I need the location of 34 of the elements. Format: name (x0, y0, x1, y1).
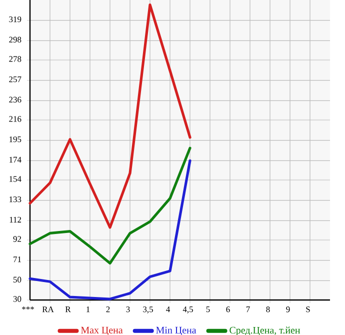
x-tick-label: 4,5 (182, 306, 193, 314)
legend-label: Max Цена (81, 326, 123, 335)
y-tick-label: 236 (9, 96, 22, 102)
x-tick-label: 4 (166, 306, 170, 312)
line-series (28, 159, 192, 300)
x-tick-label: R (65, 306, 71, 312)
x-tick-label: *** (22, 306, 34, 310)
y-tick-label: 112 (10, 216, 22, 222)
y-tick-label: 30 (13, 296, 22, 302)
line-series (28, 146, 192, 265)
y-tick-label: 257 (9, 76, 22, 82)
x-tick-label: S (306, 306, 310, 312)
y-tick-label: 319 (9, 16, 22, 22)
y-tick-label: 92 (13, 236, 22, 242)
y-tick-label: 133 (10, 196, 22, 202)
y-tick-label: 174 (10, 156, 22, 162)
y-tick-label: 50 (13, 276, 22, 282)
x-tick-label: 5 (206, 306, 210, 312)
y-tick-label: 216 (9, 116, 22, 122)
x-tick-label: 7 (246, 306, 250, 312)
x-tick-label: 6 (226, 306, 230, 312)
x-tick-label: 3 (126, 306, 130, 312)
y-tick-label: 71 (14, 256, 21, 262)
y-tick-label: 195 (10, 136, 22, 142)
x-tick-label: 1 (86, 306, 90, 312)
y-tick-label: 154 (10, 176, 22, 182)
x-tick-label: 8 (266, 306, 270, 312)
x-tick-label: 9 (286, 306, 290, 312)
x-tick-label: RA (42, 306, 54, 312)
y-tick-label: 298 (9, 36, 22, 42)
x-tick-label: 3,5 (143, 306, 153, 314)
x-tick-label: 2 (106, 306, 110, 312)
line-series (28, 4, 192, 229)
y-tick-label: 278 (9, 56, 22, 62)
